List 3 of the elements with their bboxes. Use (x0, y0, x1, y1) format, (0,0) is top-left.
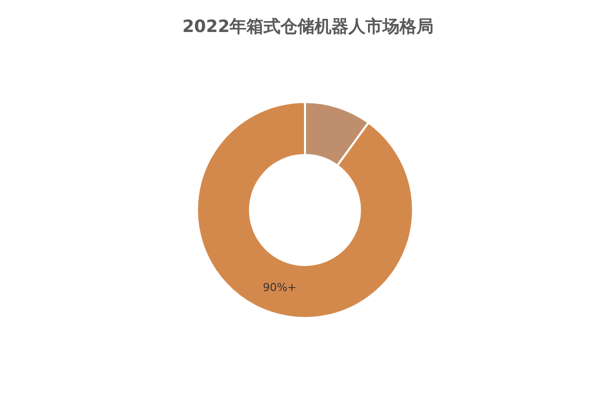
chart-title: 2022年箱式仓储机器人市场格局 (182, 17, 434, 37)
donut-slice (196, 101, 414, 319)
data-label: 90%+ (262, 280, 296, 294)
